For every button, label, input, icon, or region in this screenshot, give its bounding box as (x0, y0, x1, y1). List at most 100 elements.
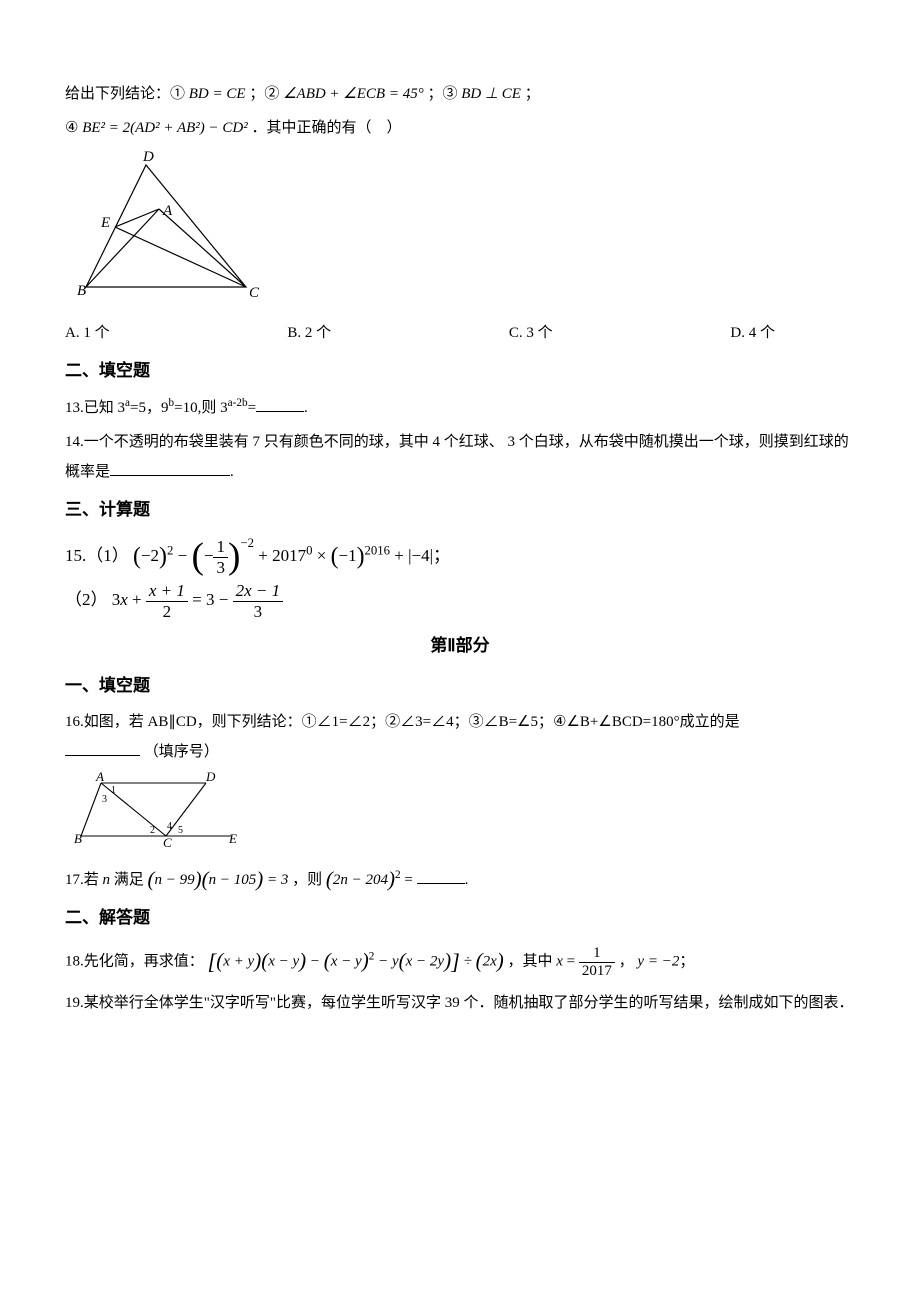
q15-p5: + (394, 546, 408, 565)
q17-e: . (465, 872, 469, 888)
q15-f3d: 3 (233, 602, 284, 622)
q18-b: ，其中 (507, 954, 556, 970)
label-A: A (162, 203, 173, 219)
q15-x: x (120, 590, 128, 609)
q18-eq2: = −2 (644, 954, 679, 970)
q16-B: B (74, 831, 82, 846)
q15-neg: − (204, 546, 214, 565)
q16-E: E (228, 831, 237, 846)
q17-b: 满足 (114, 872, 144, 888)
q18-fd: 2017 (579, 963, 615, 980)
q16-1: 1 (111, 785, 116, 796)
q18-xv: x (556, 954, 563, 970)
q16-text: 16.如图，若 AB∥CD，则下列结论：①∠1=∠2；②∠3=∠4；③∠B=∠5… (65, 707, 855, 767)
q16-3: 3 (102, 794, 107, 805)
q16-D: D (205, 771, 216, 784)
q18-fn: 1 (579, 945, 615, 963)
q12-c3: BD ⊥ CE (461, 86, 521, 102)
q16-2: 2 (150, 825, 155, 836)
section-3-heading: 三、计算题 (65, 493, 855, 527)
q15-line2: （2） 3x + x + 12 = 3 − 2x − 13 (65, 581, 855, 621)
q15-s3: 0 (306, 543, 312, 557)
q12-c1: BD = CE (189, 86, 246, 102)
q16-a: 16.如图，若 AB∥CD，则下列结论：①∠1=∠2；②∠3=∠4；③∠B=∠5… (65, 714, 740, 730)
q16-5: 5 (178, 825, 183, 836)
q14: 14.一个不透明的布袋里装有 7 只有颜色不同的球，其中 4 个红球、 3 个白… (65, 427, 855, 487)
q13: 13.已知 3a=5，9b=10,则 3a-2b=. (65, 392, 855, 423)
q16-svg: A D B C E 1 3 2 4 5 (71, 771, 246, 849)
q15-label2: （2） (65, 590, 108, 609)
q15-eq: = 3 − (192, 590, 232, 609)
q12-stem-a: 给出下列结论：① (65, 86, 189, 102)
q15-label: 15.（1） (65, 546, 129, 565)
q15-abs: |−4| (408, 546, 433, 565)
q13-c: =10,则 3 (174, 400, 227, 416)
q18-eq1: = (563, 954, 579, 970)
q16-figure: A D B C E 1 3 2 4 5 (71, 771, 855, 860)
q12-options: A. 1 个 B. 2 个 C. 3 个 D. 4 个 (65, 318, 855, 348)
q16-C: C (163, 835, 172, 849)
section-ans-heading: 二、解答题 (65, 901, 855, 935)
q15-minus1: − (178, 546, 192, 565)
q12-c2: ∠ABD + ∠ECB = 45° (283, 86, 424, 102)
q17: 17.若 n 满足 (n − 99)(n − 105) = 3 ，则 (2n −… (65, 864, 855, 895)
opt-C: C. 3 个 (509, 318, 553, 348)
opt-B: B. 2 个 (287, 318, 331, 348)
q17-d: = (404, 872, 416, 888)
label-E: E (100, 215, 110, 231)
part2-heading: 第Ⅱ部分 (65, 629, 855, 663)
q12-end1: ； (525, 86, 540, 102)
opt-A: A. 1 个 (65, 318, 110, 348)
q12-c4-suffix: ．其中正确的有（ ） (252, 120, 402, 136)
q15-f2d: 2 (146, 602, 188, 622)
q13-a: 13.已知 3 (65, 400, 125, 416)
q12-mid2: ；③ (427, 86, 461, 102)
q15-p3: + 2017 (258, 546, 306, 565)
q15-e1a: −2 (141, 546, 159, 565)
q16-blank (65, 740, 140, 756)
q14-blank (110, 460, 230, 476)
label-D: D (142, 149, 154, 165)
q15-e1-end: ； (433, 546, 450, 565)
label-C: C (249, 285, 260, 301)
q15-f1n: 1 (213, 537, 228, 558)
q18-d: ； (679, 954, 694, 970)
q17-a: 17.若 (65, 872, 99, 888)
q18-rb: ] (451, 949, 460, 974)
q12-c4-prefix: ④ (65, 120, 82, 136)
q13-b: =5，9 (130, 400, 168, 416)
q15-s1: 2 (167, 543, 173, 557)
triangle-svg: B C D E A (71, 147, 266, 307)
q18: 18.先化简，再求值： [(x + y)(x − y) − (x − y)2 −… (65, 939, 855, 984)
q17-c: ，则 (292, 872, 322, 888)
q15-s4: 2016 (365, 543, 391, 557)
q16-b: （填序号） (144, 744, 219, 760)
q13-d: = (248, 400, 256, 416)
q13-sup-c: a-2b (228, 397, 248, 409)
label-B: B (77, 283, 86, 299)
q14-b: . (230, 464, 234, 480)
q18-a: 18.先化简，再求值： (65, 954, 204, 970)
q12-line2: ④ BE² = 2(AD² + AB²) − CD² ．其中正确的有（ ） (65, 113, 855, 143)
section-2-heading: 二、填空题 (65, 354, 855, 388)
q15-f3n: 2x − 1 (236, 581, 281, 600)
q15-f1d: 3 (213, 558, 228, 578)
q18-c: ， (619, 954, 638, 970)
q15-plus: + (128, 590, 146, 609)
q16-4: 4 (167, 821, 172, 832)
q13-blank (256, 396, 304, 412)
q15-3: 3 (112, 590, 121, 609)
opt-D: D. 4 个 (730, 318, 775, 348)
q15-s2: −2 (240, 536, 254, 550)
q12-mid1: ；② (249, 86, 283, 102)
q17-blank (417, 868, 465, 884)
q15-line1: 15.（1） (−2)2 − (−13)−2 + 20170 × (−1)201… (65, 531, 855, 577)
q15-f2n: x + 1 (149, 581, 185, 600)
q12-c4-main: BE² = 2(AD² + AB²) − CD² (82, 120, 248, 136)
q18-lb: [ (208, 949, 217, 974)
q12-line1: 给出下列结论：① BD = CE ；② ∠ABD + ∠ECB = 45° ；③… (65, 79, 855, 109)
q12-figure: B C D E A (71, 147, 855, 318)
q16-A: A (95, 771, 104, 784)
q19: 19.某校举行全体学生"汉字听写"比赛，每位学生听写汉字 39 个．随机抽取了部… (65, 988, 855, 1018)
q15-p4: × (317, 546, 331, 565)
